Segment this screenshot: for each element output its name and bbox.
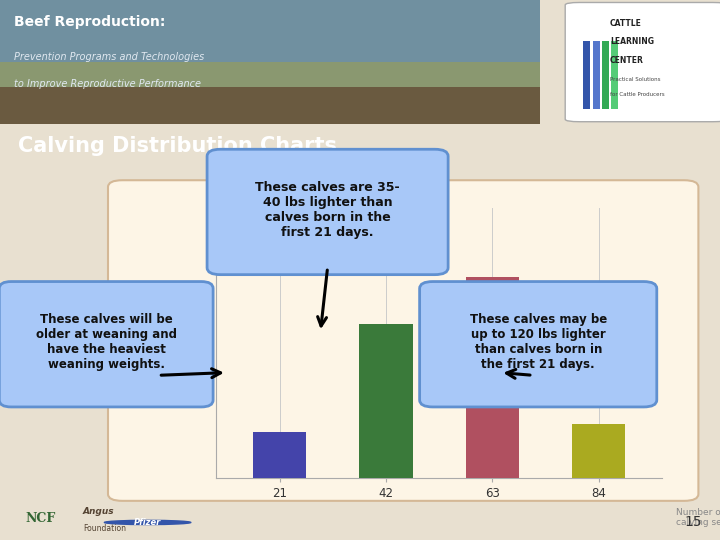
- Text: Number of days in
calving season: Number of days in calving season: [676, 508, 720, 527]
- Text: CATTLE: CATTLE: [610, 18, 642, 28]
- Text: to Improve Reproductive Performance: to Improve Reproductive Performance: [14, 79, 202, 90]
- Text: 15: 15: [685, 516, 702, 529]
- Text: These calves may be
up to 120 lbs lighter
than calves born in
the first 21 days.: These calves may be up to 120 lbs lighte…: [469, 313, 607, 371]
- Text: Number
of cows
in the
herd: Number of cows in the herd: [70, 307, 112, 352]
- Text: Foundation: Foundation: [83, 524, 126, 533]
- FancyBboxPatch shape: [108, 180, 698, 501]
- Text: CENTER: CENTER: [610, 56, 644, 65]
- Circle shape: [104, 521, 191, 524]
- FancyBboxPatch shape: [0, 281, 213, 407]
- Bar: [0, 87, 540, 124]
- Text: These calves are 35-
40 lbs lighter than
calves born in the
first 21 days.: These calves are 35- 40 lbs lighter than…: [256, 180, 400, 239]
- Bar: [253, 431, 306, 478]
- Bar: [572, 424, 625, 478]
- Text: Pfizer: Pfizer: [134, 518, 161, 527]
- Text: Calving Distribution Charts: Calving Distribution Charts: [18, 136, 337, 156]
- Bar: [466, 278, 519, 478]
- FancyBboxPatch shape: [420, 281, 657, 407]
- FancyBboxPatch shape: [207, 149, 448, 275]
- Text: for Cattle Producers: for Cattle Producers: [610, 92, 665, 97]
- Text: B                    Chart: B Chart: [297, 179, 405, 189]
- Text: NCF: NCF: [25, 512, 55, 525]
- Text: These calves will be
older at weaning and
have the heaviest
weaning weights.: These calves will be older at weaning an…: [36, 313, 176, 371]
- Bar: [583, 41, 590, 109]
- Text: Angus: Angus: [83, 507, 114, 516]
- Bar: [0, 0, 540, 62]
- FancyBboxPatch shape: [565, 3, 720, 122]
- Bar: [0, 0, 540, 124]
- Text: Beef Reproduction:: Beef Reproduction:: [14, 15, 166, 29]
- Bar: [611, 41, 618, 109]
- Text: Prevention Programs and Technologies: Prevention Programs and Technologies: [14, 52, 204, 62]
- Bar: [602, 41, 609, 109]
- Text: Practical Solutions: Practical Solutions: [610, 77, 660, 82]
- Text: LEARNING: LEARNING: [610, 37, 654, 46]
- Bar: [359, 323, 413, 478]
- Bar: [593, 41, 600, 109]
